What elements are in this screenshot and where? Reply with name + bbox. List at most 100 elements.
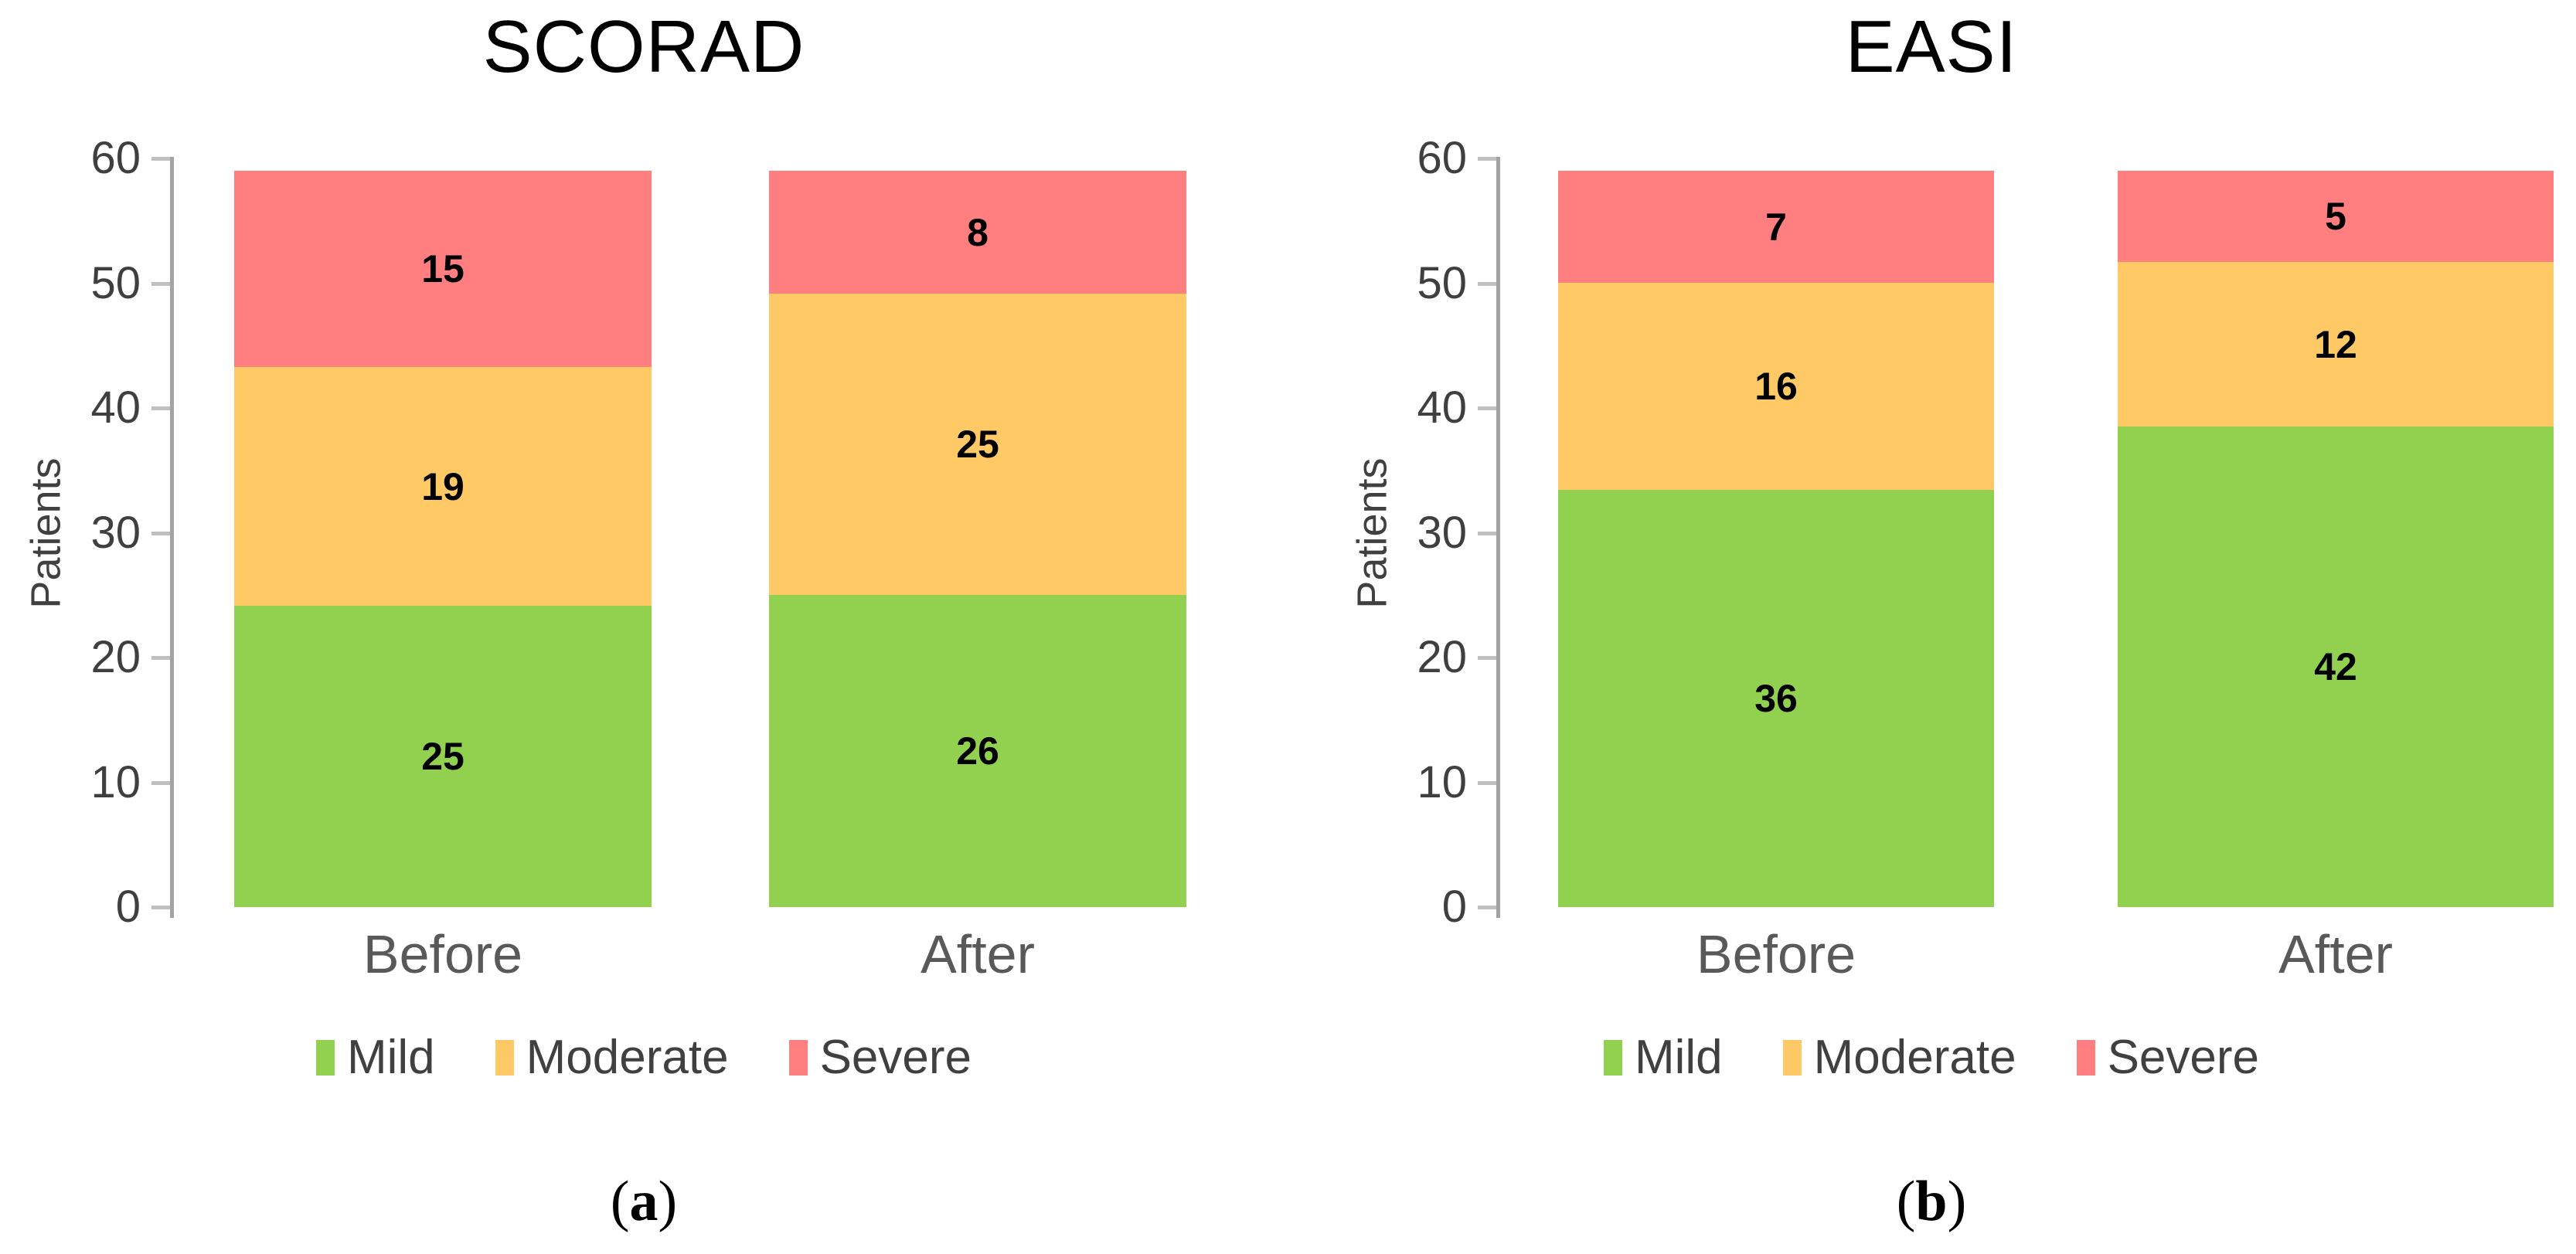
bar-after: 26 25 8 bbox=[769, 171, 1186, 907]
legend-swatch-moderate bbox=[1782, 1040, 1802, 1076]
legend-item-severe: Severe bbox=[2076, 1031, 2260, 1084]
bar-value-label: 25 bbox=[956, 423, 999, 467]
bar-value-label: 42 bbox=[2314, 645, 2357, 689]
bar-value-label: 5 bbox=[2325, 195, 2346, 239]
bar-segment-mild: 36 bbox=[1558, 490, 1994, 907]
y-tick-label: 20 bbox=[90, 632, 141, 683]
y-tick-mark bbox=[151, 531, 170, 535]
y-tick-label: 0 bbox=[1441, 882, 1467, 932]
y-tick-mark bbox=[151, 656, 170, 661]
legend: Mild Moderate Severe bbox=[1288, 1034, 2575, 1082]
caption-paren-close: ) bbox=[1947, 1170, 1967, 1233]
legend-swatch-mild bbox=[1603, 1040, 1622, 1076]
legend-item-moderate: Moderate bbox=[1782, 1031, 2016, 1084]
y-tick-label: 10 bbox=[1417, 756, 1467, 807]
legend-swatch-severe bbox=[788, 1040, 808, 1076]
y-axis-title-wrap: Patients bbox=[1348, 158, 1397, 907]
y-axis-line bbox=[170, 157, 174, 918]
bar-before: 25 19 15 bbox=[234, 171, 652, 907]
chart-panel-easi: EASI Patients 0 10 20 30 40 50 60 36 16 7 Before 42… bbox=[1288, 0, 2575, 1254]
bar-value-label: 8 bbox=[967, 210, 989, 254]
x-category-label: Before bbox=[1696, 924, 1856, 984]
x-category-label: Before bbox=[362, 924, 523, 984]
y-tick-mark bbox=[1478, 157, 1496, 161]
legend: Mild Moderate Severe bbox=[0, 1034, 1288, 1082]
bar-segment-severe: 7 bbox=[1558, 171, 1994, 284]
caption-paren-close: ) bbox=[658, 1170, 678, 1233]
bar-value-label: 15 bbox=[421, 247, 464, 291]
bar-segment-severe: 15 bbox=[234, 171, 652, 368]
y-tick-mark bbox=[151, 281, 170, 286]
legend-label: Moderate bbox=[526, 1031, 729, 1084]
legend-item-severe: Severe bbox=[788, 1031, 972, 1084]
y-tick-mark bbox=[1478, 531, 1496, 535]
y-tick-mark bbox=[1478, 906, 1496, 909]
caption-letter: a bbox=[629, 1170, 658, 1233]
y-tick-label: 30 bbox=[90, 507, 141, 558]
y-tick-mark bbox=[1478, 281, 1496, 286]
y-axis-title: Patients bbox=[1349, 457, 1396, 609]
bar-segment-moderate: 25 bbox=[769, 294, 1186, 596]
bar-after: 42 12 5 bbox=[2118, 171, 2554, 907]
legend-swatch-severe bbox=[2076, 1040, 2095, 1076]
legend-label: Severe bbox=[2107, 1031, 2260, 1084]
bar-segment-mild: 26 bbox=[769, 595, 1186, 907]
y-tick-mark bbox=[1478, 656, 1496, 661]
y-tick-label: 50 bbox=[90, 257, 141, 308]
bar-before: 36 16 7 bbox=[1558, 171, 1994, 907]
y-tick-label: 20 bbox=[1417, 632, 1467, 683]
y-tick-label: 50 bbox=[1417, 257, 1467, 308]
legend-label: Mild bbox=[1634, 1031, 1723, 1084]
y-axis-title-wrap: Patients bbox=[22, 158, 71, 907]
legend-label: Mild bbox=[346, 1031, 435, 1084]
bar-segment-severe: 8 bbox=[769, 171, 1186, 294]
legend-item-mild: Mild bbox=[1603, 1031, 1723, 1084]
y-tick-mark bbox=[151, 157, 170, 161]
bar-value-label: 16 bbox=[1754, 365, 1798, 409]
x-category-label: After bbox=[920, 924, 1035, 984]
caption-paren-open: ( bbox=[610, 1170, 630, 1233]
bar-segment-moderate: 12 bbox=[2118, 262, 2554, 427]
y-tick-label: 10 bbox=[90, 756, 141, 807]
bar-value-label: 26 bbox=[956, 729, 999, 773]
y-tick-mark bbox=[151, 780, 170, 785]
bar-value-label: 25 bbox=[421, 734, 464, 778]
x-category-label: After bbox=[2278, 924, 2393, 984]
y-tick-mark bbox=[1478, 780, 1496, 785]
bar-segment-mild: 42 bbox=[2118, 426, 2554, 907]
y-tick-label: 40 bbox=[1417, 382, 1467, 433]
y-tick-mark bbox=[151, 906, 170, 909]
bar-value-label: 7 bbox=[1765, 205, 1787, 249]
legend-item-moderate: Moderate bbox=[495, 1034, 729, 1082]
y-tick-label: 60 bbox=[1417, 133, 1467, 183]
bar-value-label: 19 bbox=[421, 464, 464, 508]
legend-swatch-mild bbox=[315, 1040, 335, 1076]
bar-segment-moderate: 16 bbox=[1558, 283, 1994, 491]
legend-swatch-moderate bbox=[495, 1040, 514, 1076]
legend-item-mild: Mild bbox=[315, 1031, 435, 1084]
y-tick-label: 40 bbox=[90, 382, 141, 433]
plot-area: Patients 0 10 20 30 40 50 60 36 16 7 Before 42 12 5 Af… bbox=[1349, 136, 2576, 981]
bar-value-label: 36 bbox=[1754, 677, 1798, 721]
y-tick-label: 0 bbox=[115, 882, 141, 932]
legend-label: Severe bbox=[819, 1031, 972, 1084]
y-tick-mark bbox=[1478, 406, 1496, 411]
y-tick-mark bbox=[151, 406, 170, 411]
bar-segment-severe: 5 bbox=[2118, 171, 2554, 263]
caption: (b) bbox=[1288, 1173, 2575, 1230]
bar-segment-moderate: 19 bbox=[234, 367, 652, 606]
chart-title: EASI bbox=[1845, 5, 2018, 88]
chart-panel-scorad: SCORAD Patients 0 10 20 30 40 50 60 25 19 15 Befor… bbox=[0, 5, 1288, 1233]
caption-paren-open: ( bbox=[1896, 1170, 1916, 1233]
y-axis-title: Patients bbox=[23, 457, 70, 609]
plot-area: Patients 0 10 20 30 40 50 60 25 19 15 Before 26 25 8 A… bbox=[23, 136, 1252, 981]
legend-label: Moderate bbox=[1813, 1031, 2016, 1084]
y-tick-label: 60 bbox=[90, 133, 141, 183]
bar-value-label: 12 bbox=[2314, 322, 2357, 366]
chart-title: SCORAD bbox=[482, 5, 805, 88]
y-tick-label: 30 bbox=[1417, 507, 1467, 558]
bar-segment-mild: 25 bbox=[234, 605, 652, 907]
y-axis-line bbox=[1496, 157, 1500, 918]
caption-letter: b bbox=[1915, 1170, 1948, 1233]
